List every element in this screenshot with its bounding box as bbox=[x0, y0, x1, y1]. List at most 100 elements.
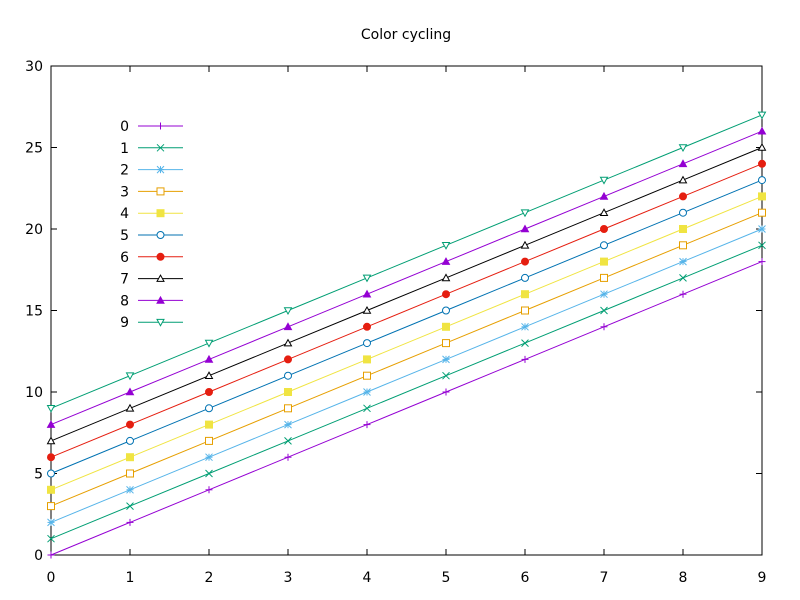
data-point bbox=[204, 354, 214, 363]
data-point bbox=[678, 159, 688, 168]
data-point bbox=[284, 388, 292, 396]
data-point bbox=[363, 371, 371, 380]
plot-area bbox=[46, 111, 767, 559]
data-point bbox=[521, 306, 529, 315]
legend-entry: 1 bbox=[120, 141, 183, 157]
legend-entry: 7 bbox=[120, 272, 183, 288]
data-point bbox=[442, 290, 450, 299]
data-point bbox=[678, 144, 688, 153]
data-point bbox=[600, 225, 608, 233]
data-point bbox=[521, 273, 529, 282]
data-point bbox=[600, 241, 608, 250]
data-point bbox=[205, 469, 213, 478]
legend-label: 7 bbox=[120, 272, 129, 288]
legend-entry: 2 bbox=[120, 163, 183, 179]
data-point bbox=[126, 453, 134, 462]
data-point bbox=[283, 307, 293, 316]
data-point bbox=[125, 387, 135, 396]
legend-label: 4 bbox=[120, 206, 129, 222]
data-point bbox=[758, 208, 766, 217]
series-line bbox=[50, 130, 763, 426]
data-point bbox=[125, 403, 135, 412]
x-tick-label: 4 bbox=[363, 570, 372, 586]
series-line bbox=[50, 228, 763, 523]
series-3 bbox=[47, 208, 766, 511]
data-point bbox=[441, 273, 451, 282]
series-9 bbox=[46, 111, 767, 413]
chart-title: Color cycling bbox=[361, 27, 451, 43]
legend-entry: 5 bbox=[120, 228, 183, 244]
data-point bbox=[521, 355, 529, 363]
data-point bbox=[362, 289, 372, 298]
legend-label: 8 bbox=[120, 293, 129, 309]
data-point bbox=[126, 469, 134, 478]
data-point bbox=[363, 355, 371, 364]
data-point bbox=[757, 126, 767, 135]
data-point bbox=[362, 305, 372, 314]
data-point bbox=[442, 371, 450, 380]
data-point bbox=[126, 502, 134, 510]
legend: 0 1 2 3 4 5 6 7 8 9 bbox=[120, 119, 183, 331]
data-point bbox=[599, 208, 609, 216]
data-point bbox=[521, 257, 529, 266]
data-point bbox=[284, 453, 292, 461]
data-point bbox=[442, 388, 450, 396]
data-point bbox=[442, 339, 450, 348]
legend-label: 0 bbox=[120, 119, 129, 135]
data-point bbox=[126, 436, 134, 445]
series-line bbox=[50, 261, 763, 556]
series-8 bbox=[46, 126, 767, 428]
data-point bbox=[284, 437, 292, 445]
data-point bbox=[599, 176, 609, 185]
x-tick-label: 2 bbox=[205, 570, 214, 586]
legend-entry: 0 bbox=[120, 119, 183, 135]
legend-entry: 9 bbox=[120, 315, 183, 331]
data-point bbox=[363, 339, 371, 348]
legend-marker bbox=[156, 295, 165, 304]
y-tick-label: 20 bbox=[25, 222, 43, 238]
x-tick-label: 8 bbox=[679, 570, 688, 586]
data-point bbox=[46, 405, 56, 413]
legend-marker bbox=[156, 143, 165, 152]
data-point bbox=[600, 323, 608, 331]
data-point bbox=[284, 420, 292, 429]
legend-marker bbox=[156, 209, 165, 218]
data-point bbox=[758, 258, 766, 266]
series-line bbox=[50, 147, 763, 442]
legend-marker bbox=[156, 165, 165, 174]
data-point bbox=[126, 518, 134, 526]
data-point bbox=[758, 241, 766, 250]
data-point bbox=[363, 322, 371, 331]
legend-label: 6 bbox=[120, 250, 129, 266]
series-4 bbox=[47, 192, 766, 494]
y-tick-label: 15 bbox=[25, 304, 43, 320]
data-point bbox=[678, 175, 688, 184]
data-point bbox=[47, 469, 55, 478]
data-point bbox=[600, 257, 608, 266]
series-1 bbox=[47, 241, 766, 543]
legend-label: 5 bbox=[120, 228, 129, 244]
data-point bbox=[442, 306, 450, 315]
data-point bbox=[47, 551, 55, 559]
data-point bbox=[679, 257, 687, 266]
legend-entry: 3 bbox=[120, 184, 183, 200]
series-5 bbox=[47, 176, 766, 478]
legend-marker bbox=[157, 122, 164, 130]
series-line bbox=[50, 179, 763, 474]
x-tick-label: 0 bbox=[47, 570, 56, 586]
legend-marker bbox=[156, 187, 165, 196]
legend-label: 1 bbox=[120, 141, 129, 157]
legend-marker bbox=[156, 252, 165, 261]
data-point bbox=[599, 191, 609, 200]
data-point bbox=[521, 322, 529, 331]
data-point bbox=[283, 322, 293, 331]
data-point bbox=[47, 485, 55, 494]
data-point bbox=[679, 290, 687, 298]
y-tick-label: 5 bbox=[34, 467, 43, 483]
data-point bbox=[204, 371, 214, 379]
data-point bbox=[284, 355, 292, 364]
series-line bbox=[50, 244, 763, 540]
data-point bbox=[600, 273, 608, 282]
legend-label: 2 bbox=[120, 163, 129, 179]
